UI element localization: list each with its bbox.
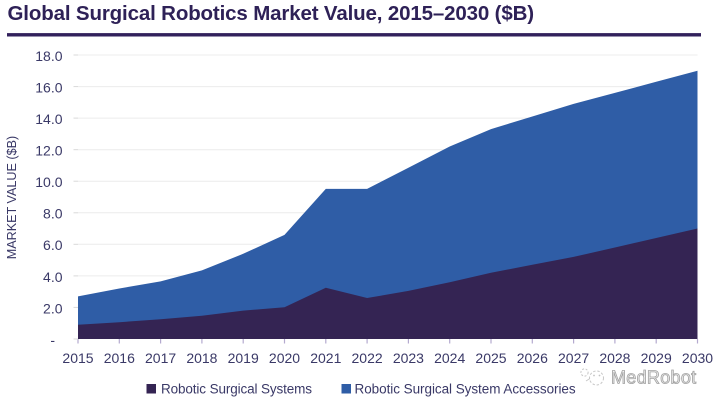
svg-text:MedRobot: MedRobot [611, 368, 696, 388]
svg-text:12.0: 12.0 [35, 143, 62, 159]
svg-text:10.0: 10.0 [35, 174, 62, 190]
svg-text:4.0: 4.0 [43, 269, 63, 285]
svg-text:2015: 2015 [62, 350, 93, 366]
svg-text:2025: 2025 [475, 350, 506, 366]
svg-text:2022: 2022 [352, 350, 383, 366]
svg-text:18.0: 18.0 [35, 48, 62, 64]
svg-text:2029: 2029 [641, 350, 672, 366]
svg-text:Robotic Surgical Systems: Robotic Surgical Systems [161, 382, 312, 397]
svg-text:2018: 2018 [186, 350, 217, 366]
svg-text:6.0: 6.0 [43, 237, 63, 253]
svg-text:2027: 2027 [558, 350, 589, 366]
svg-text:2023: 2023 [393, 350, 424, 366]
svg-text:2028: 2028 [599, 350, 630, 366]
svg-text:2021: 2021 [310, 350, 341, 366]
svg-text:-: - [50, 332, 55, 348]
svg-text:2019: 2019 [228, 350, 259, 366]
svg-text:2016: 2016 [104, 350, 135, 366]
svg-text:14.0: 14.0 [35, 111, 62, 127]
svg-text:2030: 2030 [682, 350, 713, 366]
svg-text:2024: 2024 [434, 350, 465, 366]
svg-text:MARKET VALUE ($B): MARKET VALUE ($B) [5, 136, 19, 259]
svg-text:2017: 2017 [145, 350, 176, 366]
svg-text:8.0: 8.0 [43, 206, 63, 222]
svg-text:2.0: 2.0 [43, 300, 63, 316]
svg-text:Global Surgical Robotics Marke: Global Surgical Robotics Market Value, 2… [8, 2, 534, 25]
svg-text:2020: 2020 [269, 350, 300, 366]
svg-text:16.0: 16.0 [35, 80, 62, 96]
svg-text:Robotic Surgical System Access: Robotic Surgical System Accessories [355, 382, 576, 397]
svg-text:2026: 2026 [517, 350, 548, 366]
